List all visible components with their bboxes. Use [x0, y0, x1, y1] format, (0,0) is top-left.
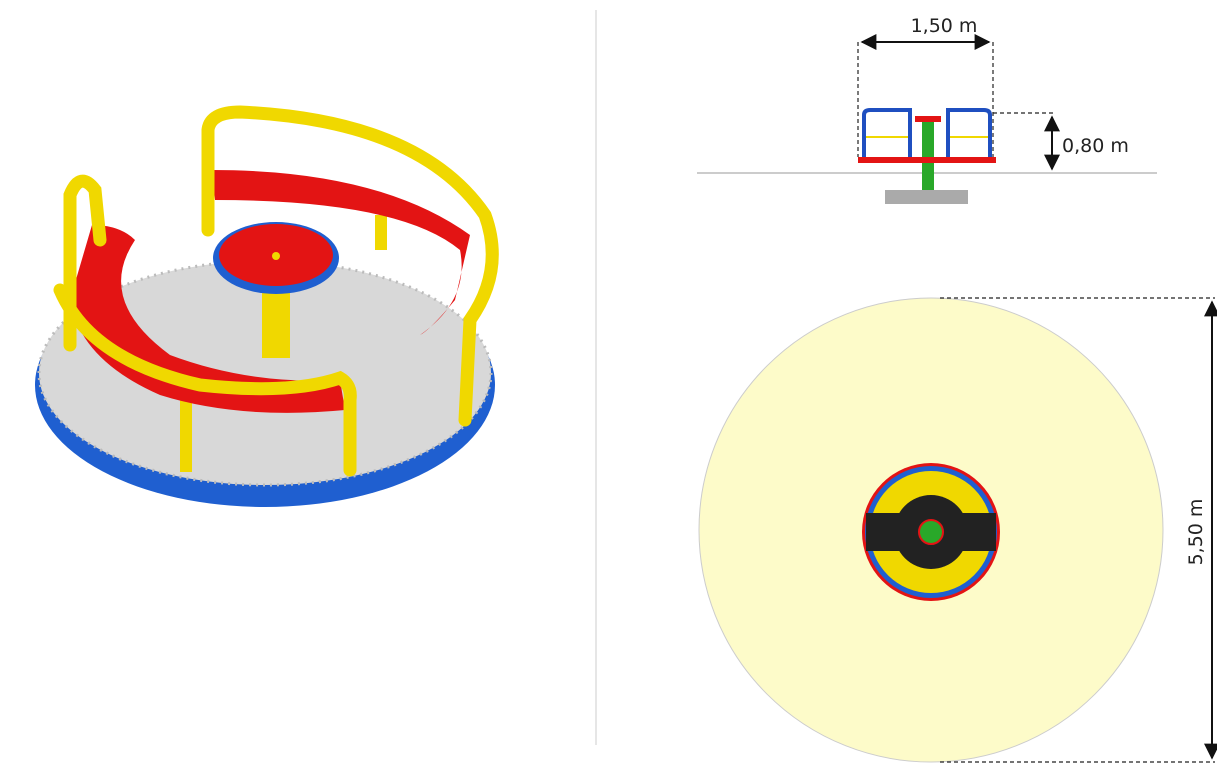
side-view: [697, 34, 1157, 204]
carousel-render: [35, 105, 499, 507]
width-label: 1,50 m: [911, 15, 978, 37]
height-label: 0,80 m: [1062, 135, 1129, 157]
top-view: [698, 297, 1217, 763]
diameter-label: 5,50 m: [1185, 499, 1207, 566]
